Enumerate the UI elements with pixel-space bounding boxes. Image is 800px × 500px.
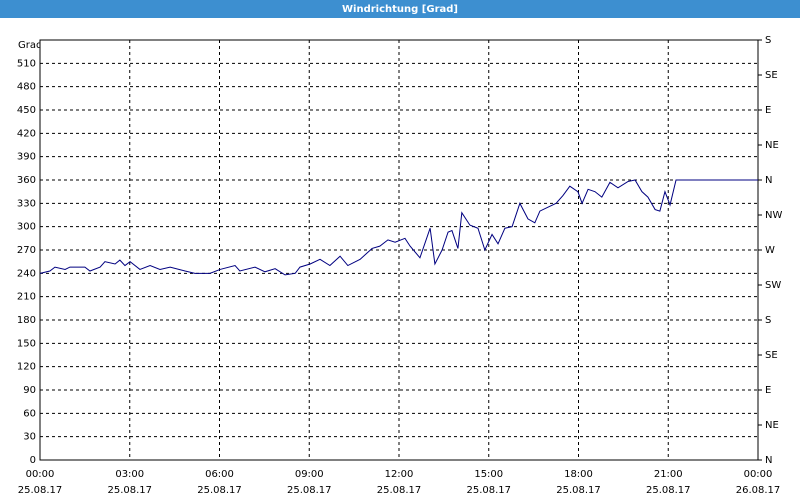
title-bar — [0, 0, 800, 18]
x-tick-date: 25.08.17 — [377, 485, 422, 496]
y2-tick-label: W — [765, 245, 775, 256]
y-tick-label: 180 — [17, 315, 36, 326]
x-tick-label: 00:00 — [26, 469, 55, 480]
data-line — [39, 179, 758, 276]
y-axis-label: Grad — [18, 40, 42, 51]
x-tick-label: 03:00 — [115, 469, 144, 480]
y-tick-label: 480 — [17, 82, 36, 93]
y2-tick-label: N — [765, 175, 772, 186]
x-tick-date: 25.08.17 — [287, 485, 332, 496]
y-tick-label: 90 — [23, 385, 36, 396]
y2-tick-label: N — [765, 455, 772, 466]
x-tick-date: 25.08.17 — [646, 485, 691, 496]
y-tick-label: 330 — [17, 198, 36, 209]
x-tick-label: 00:00 — [744, 469, 773, 480]
x-tick-label: 18:00 — [564, 469, 593, 480]
y2-tick-label: SW — [765, 280, 781, 291]
x-tick-date: 25.08.17 — [556, 485, 601, 496]
x-tick-date: 25.08.17 — [466, 485, 511, 496]
y2-tick-label: NE — [765, 140, 779, 151]
y-tick-label: 210 — [17, 292, 36, 303]
y-tick-label: 360 — [17, 175, 36, 186]
x-tick-date: 25.08.17 — [107, 485, 152, 496]
y-tick-label: 450 — [17, 105, 36, 116]
y2-tick-label: E — [765, 105, 771, 116]
y-tick-label: 150 — [17, 338, 36, 349]
y2-tick-label: S — [765, 315, 771, 326]
y2-tick-label: NW — [765, 210, 782, 221]
x-tick-date: 25.08.17 — [197, 485, 242, 496]
y2-tick-label: S — [765, 35, 771, 46]
y-tick-label: 120 — [17, 362, 36, 373]
y-tick-label: 300 — [17, 222, 36, 233]
chart-title: Windrichtung [Grad] — [342, 4, 458, 15]
y-tick-label: 0 — [30, 455, 36, 466]
y-tick-label: 510 — [17, 58, 36, 69]
x-tick-date: 26.08.17 — [736, 485, 781, 496]
x-tick-label: 21:00 — [654, 469, 683, 480]
y-tick-label: 60 — [23, 408, 36, 419]
y-tick-label: 390 — [17, 152, 36, 163]
y-tick-label: 240 — [17, 268, 36, 279]
x-tick-label: 15:00 — [474, 469, 503, 480]
y-tick-label: 270 — [17, 245, 36, 256]
y-tick-label: 30 — [23, 432, 36, 443]
y2-tick-label: SE — [765, 70, 778, 81]
x-tick-label: 12:00 — [385, 469, 414, 480]
y-tick-label: 420 — [17, 128, 36, 139]
y2-tick-label: NE — [765, 420, 779, 431]
x-tick-label: 06:00 — [205, 469, 234, 480]
x-tick-date: 25.08.17 — [18, 485, 63, 496]
y2-tick-label: E — [765, 385, 771, 396]
y2-tick-label: SE — [765, 350, 778, 361]
x-tick-label: 09:00 — [295, 469, 324, 480]
